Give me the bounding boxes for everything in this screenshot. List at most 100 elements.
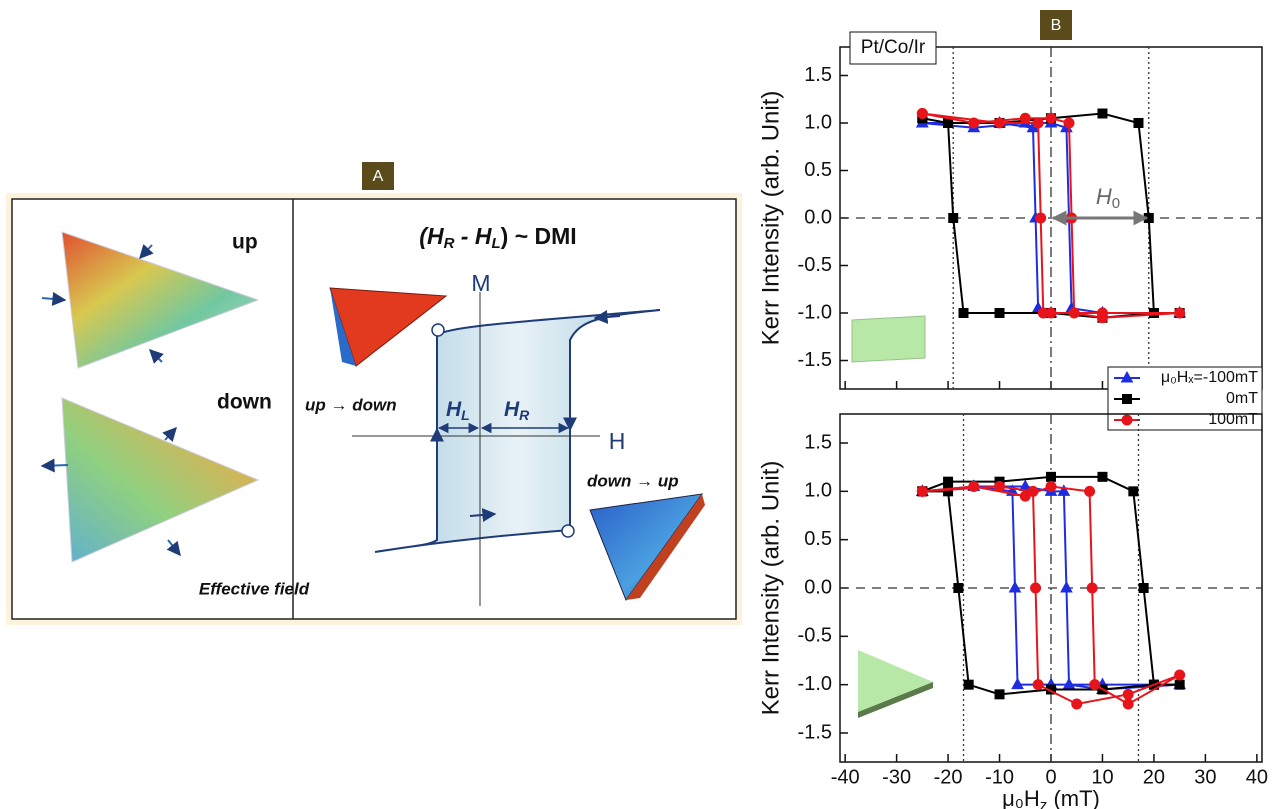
data-point: [963, 679, 974, 690]
data-point: [1096, 307, 1108, 319]
data-point: [1071, 698, 1083, 710]
triangle-down: [61, 397, 260, 563]
panel-label: B: [1051, 17, 1062, 34]
label-box: [362, 162, 394, 190]
panel-a-title: (HR - HL) ~ DMI: [419, 223, 576, 252]
data-point: [1122, 698, 1134, 710]
data-point: [1089, 679, 1101, 691]
data-point: [1174, 307, 1186, 319]
y-tick-label: 0.0: [804, 576, 832, 598]
data-point: [1046, 471, 1056, 482]
data-point: [916, 485, 928, 497]
hl-main: H: [446, 398, 462, 421]
data-point: [1133, 118, 1144, 128]
down-to-up-label: down → up: [587, 471, 679, 490]
annotation-main: H: [1096, 184, 1112, 209]
x-tick-label: 20: [1143, 766, 1165, 788]
up-label: up: [232, 231, 258, 254]
y-tick-label: -0.5: [798, 254, 832, 276]
x-tick-label: -40: [831, 766, 860, 788]
legend: μ₀Hₓ=-100mT 0mT 100mT: [1107, 366, 1263, 431]
data-point: [953, 583, 964, 593]
chart: 1.5 1.0 0.5 0.0 -0.5 -1.0 -1.5 H0 μ₀Hₓ=-100mT 0mT…: [757, 46, 1263, 431]
chart: 1.5 1.0 0.5 0.0 -0.5 -1.0 -1.5 -40 -30 -20 -10 0 10 2…: [757, 413, 1268, 809]
y-tick-label: -1.5: [798, 721, 832, 743]
x-label-main: μ₀H: [1002, 786, 1040, 809]
data-point: [948, 213, 959, 223]
data-point: [1030, 582, 1042, 594]
sample-label: Pt/Co/Ir: [861, 37, 926, 58]
data-point: [1045, 112, 1057, 124]
data-point: [1128, 486, 1139, 497]
red-triangle-edge: [330, 288, 356, 366]
title-part: ) ~ DMI: [501, 223, 577, 249]
data-point: [943, 476, 954, 487]
y-tick-label: 1.5: [804, 431, 832, 453]
panel-a: A up down Effective field (HR - HL) ~ DM…: [6, 162, 742, 625]
title-sub: R: [444, 235, 455, 252]
data-point: [994, 117, 1006, 129]
y-tick-label: -1.0: [798, 301, 832, 323]
y-tick-label: -1.5: [798, 349, 832, 371]
h-axis-label: H: [609, 428, 626, 454]
triangle-icon: [858, 650, 933, 712]
data-point: [1037, 307, 1049, 319]
data-point: [968, 481, 980, 492]
x-axis-label: μ₀Hz (mT): [1002, 786, 1100, 809]
data-point: [958, 308, 969, 318]
data-point: [1084, 485, 1096, 497]
y-tick-label: 1.5: [804, 64, 832, 86]
data-point: [1174, 669, 1186, 681]
sample-box: Pt/Co/Ir: [849, 31, 937, 65]
x-tick-label: -20: [934, 766, 963, 788]
data-point: [916, 108, 928, 119]
data-point: [943, 486, 954, 497]
hl-label: HL: [446, 398, 470, 423]
loop-arrow: [593, 310, 621, 324]
effective-field-label: Effective field: [199, 579, 310, 598]
data-point: [1008, 580, 1022, 593]
data-point: [994, 481, 1006, 492]
y-tick-label: 1.0: [804, 480, 832, 502]
data-point: [1032, 117, 1044, 129]
data-point: [994, 308, 1005, 318]
data-point: [1035, 212, 1047, 224]
loop-point: [431, 323, 445, 337]
series-line: [922, 485, 1180, 691]
data-point: [1121, 414, 1133, 426]
x-tick-label: -10: [985, 766, 1014, 788]
y-axis-label: Kerr Intensity (arb. Unit): [757, 461, 784, 716]
annotation-sub: 0: [1112, 195, 1120, 212]
up-to-down-label: up → down: [305, 395, 397, 414]
hr-sub: R: [519, 407, 530, 423]
y-tick-label: 0.0: [804, 206, 832, 228]
sample-frame: [849, 31, 937, 65]
data-point: [968, 117, 980, 129]
data-point: [1019, 490, 1031, 502]
x-tick-label: -30: [882, 766, 911, 788]
label-box: [1040, 10, 1072, 40]
title-part: (H: [419, 223, 444, 249]
x-tick-label: 10: [1091, 766, 1113, 788]
data-point: [1097, 108, 1108, 119]
legend-label: 0mT: [1226, 390, 1258, 407]
triangle-up: [61, 231, 260, 369]
data-point: [1097, 471, 1108, 482]
x-tick-label: 0: [1045, 766, 1056, 788]
title-sub: L: [491, 235, 500, 252]
y-tick-label: 0.5: [804, 528, 832, 550]
field-arrows: [40, 243, 181, 557]
series-line: [921, 475, 1180, 696]
film-icon: [851, 315, 926, 363]
data-point: [1068, 307, 1080, 319]
y-axis-label: Kerr Intensity (arb. Unit): [757, 91, 784, 346]
data-point: [1122, 688, 1134, 700]
title-part: - H: [454, 223, 491, 249]
data-point: [1086, 582, 1098, 594]
panel-b: B: [851, 10, 1072, 718]
data-point: [1045, 481, 1057, 492]
data-point: [943, 118, 954, 128]
loop-arrow: [469, 508, 497, 522]
triangle-icon-edge: [858, 682, 933, 718]
